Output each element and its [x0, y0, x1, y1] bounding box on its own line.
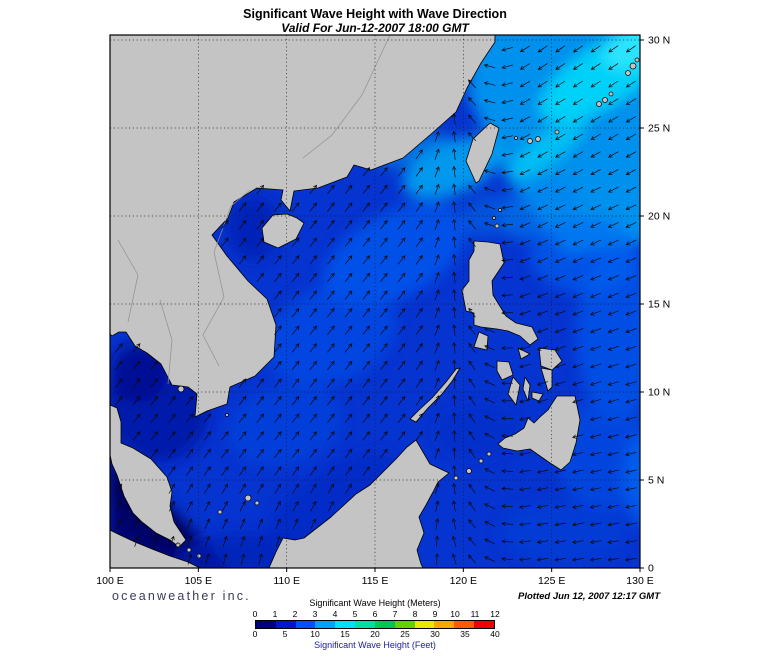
legend-feet-tick: 0 [252, 629, 258, 639]
lat-tick-label: 0 [648, 563, 654, 575]
legend-feet-tick: 20 [370, 629, 380, 639]
legend-meters-tick: 8 [412, 609, 418, 619]
axis-labels: 100 E 105 E 110 E 115 E 120 E 125 E 130 E0 5 N 1… [96, 35, 670, 588]
legend-meters-tick: 2 [292, 609, 298, 619]
legend-color-segment [335, 621, 356, 628]
legend-meters-tick: 9 [432, 609, 438, 619]
legend-feet-tick: 25 [400, 629, 410, 639]
legend-meters-tick: 12 [490, 609, 500, 619]
map-clip-group [110, 35, 640, 568]
chart-title: Significant Wave Height with Wave Direct… [243, 7, 507, 21]
legend-feet-tick: 5 [282, 629, 288, 639]
wave-direction-arrows [115, 45, 637, 565]
lon-tick-label: 120 E [450, 575, 477, 587]
legend-colorbar [255, 620, 495, 629]
legend-feet-tick: 10 [310, 629, 320, 639]
lon-tick-label: 105 E [185, 575, 212, 587]
legend-meters-tick: 7 [392, 609, 398, 619]
legend-meters-tick: 6 [372, 609, 378, 619]
plotted-timestamp: Plotted Jun 12, 2007 12:17 GMT [518, 591, 661, 602]
legend-color-segment [295, 621, 316, 628]
lon-tick-label: 110 E [273, 575, 300, 587]
legend-color-segment [256, 621, 276, 628]
lon-tick-label: 115 E [362, 575, 389, 587]
legend-feet-ticks: 0 5 10 15 20 25 30 35 40 [252, 629, 500, 640]
map-frame [109, 34, 641, 569]
legend-color-segment [414, 621, 435, 628]
legend-meters-tick: 3 [312, 609, 318, 619]
country-borders [117, 35, 391, 385]
legend-meters-tick: 5 [352, 609, 358, 619]
legend-meters-label: Significant Wave Height (Meters) [309, 598, 441, 608]
legend-color-segment [454, 621, 475, 628]
lat-tick-label: 5 N [648, 475, 664, 487]
legend-feet-tick: 40 [490, 629, 500, 639]
legend-feet-tick: 35 [460, 629, 470, 639]
legend-feet-tick: 15 [340, 629, 350, 639]
legend-meters-tick: 10 [450, 609, 460, 619]
oceanweather-logo: oceanweather inc. [112, 589, 251, 603]
legend-meters-tick: 1 [272, 609, 278, 619]
lat-tick-label: 30 N [648, 35, 670, 47]
legend-color-segment [275, 621, 296, 628]
legend-color-segment [394, 621, 415, 628]
legend-color-segment [474, 621, 494, 628]
land-layer [110, 35, 640, 568]
legend-color-segment [355, 621, 375, 628]
lon-tick-label: 125 E [538, 575, 565, 587]
lon-tick-label: 130 E [626, 575, 653, 587]
chart-subtitle: Valid For Jun-12-2007 18:00 GMT [281, 21, 469, 35]
legend-meters-tick: 11 [470, 609, 480, 619]
legend-color-segment [434, 621, 455, 628]
legend-feet-tick: 30 [430, 629, 440, 639]
legend-meters-tick: 4 [332, 609, 338, 619]
graticule [109, 35, 644, 572]
legend-color-segment [374, 621, 395, 628]
legend-color-segment [315, 621, 336, 628]
lat-tick-label: 20 N [648, 211, 670, 223]
lat-tick-label: 25 N [648, 123, 670, 135]
legend-meters-ticks: 0 1 2 3 4 5 6 7 8 9 10 11 12 [252, 609, 500, 620]
lat-tick-label: 15 N [648, 299, 670, 311]
lat-tick-label: 10 N [648, 387, 670, 399]
legend-feet-label: Significant Wave Height (Feet) [314, 640, 436, 650]
lon-tick-label: 100 E [96, 575, 123, 587]
legend-meters-tick: 0 [252, 609, 258, 619]
wave-map: 100 E 105 E 110 E 115 E 120 E 125 E 130 E0 5 N 1… [96, 34, 670, 588]
